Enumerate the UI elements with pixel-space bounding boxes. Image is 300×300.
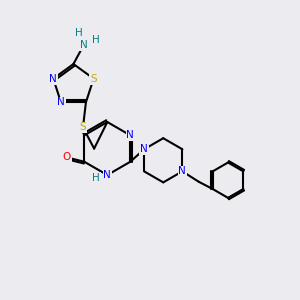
Text: N: N (178, 166, 186, 176)
Text: S: S (90, 74, 97, 84)
Text: N: N (50, 74, 57, 84)
Text: H: H (92, 173, 100, 183)
Text: N: N (140, 144, 148, 154)
Text: N: N (103, 170, 111, 180)
Text: H: H (92, 35, 100, 46)
Text: N: N (80, 40, 88, 50)
Text: N: N (57, 98, 65, 107)
Text: S: S (80, 122, 86, 132)
Text: H: H (76, 28, 83, 38)
Text: O: O (63, 152, 71, 162)
Text: N: N (126, 130, 134, 140)
